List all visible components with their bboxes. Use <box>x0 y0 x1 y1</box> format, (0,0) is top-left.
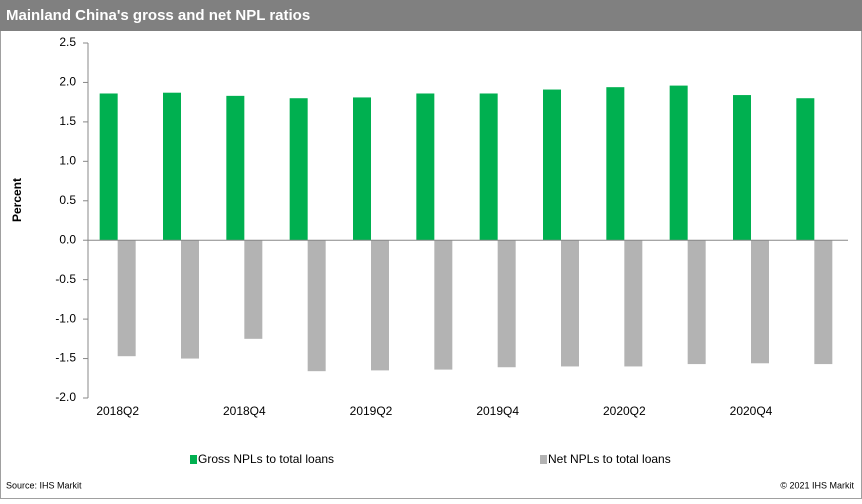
bar <box>99 93 118 241</box>
bar <box>624 240 643 367</box>
bar <box>796 98 815 241</box>
x-tick-label: 2019Q4 <box>476 404 519 418</box>
y-axis-label: Percent <box>10 178 24 222</box>
chart-title: Mainland China's gross and net NPL ratio… <box>6 7 310 24</box>
title-bar <box>0 0 862 31</box>
bar <box>181 240 199 359</box>
bar <box>733 95 751 241</box>
legend-swatch <box>540 455 547 464</box>
x-tick-label: 2019Q2 <box>350 404 393 418</box>
y-tick-label: 0.5 <box>59 193 76 207</box>
y-tick-label: -1.5 <box>55 351 76 365</box>
x-tick-label: 2018Q4 <box>223 404 266 418</box>
bar <box>543 89 561 241</box>
y-tick-label: -1.0 <box>55 311 76 325</box>
bar <box>163 92 181 241</box>
y-tick-label: 1.0 <box>59 154 76 168</box>
y-tick-label: 0.0 <box>59 232 76 246</box>
bar <box>669 85 688 241</box>
bar <box>479 93 498 241</box>
bar <box>434 240 453 370</box>
bar <box>226 95 245 241</box>
y-tick-label: -2.0 <box>55 390 76 404</box>
bar <box>353 97 371 241</box>
bar <box>814 240 833 365</box>
bar <box>561 240 579 367</box>
legend-swatch <box>190 455 197 464</box>
x-tick-label: 2018Q2 <box>96 404 139 418</box>
bar <box>751 240 769 364</box>
bar <box>289 98 308 241</box>
bar <box>416 93 435 241</box>
copyright: © 2021 IHS Markit <box>780 480 854 490</box>
y-tick-label: -0.5 <box>55 272 76 286</box>
bar <box>687 240 706 365</box>
bar <box>371 240 389 371</box>
y-tick-label: 2.0 <box>59 75 76 89</box>
bar <box>244 240 263 339</box>
bar <box>606 87 625 241</box>
x-tick-label: 2020Q2 <box>603 404 646 418</box>
bar <box>497 240 516 368</box>
legend-label: Net NPLs to total loans <box>548 452 671 466</box>
bar <box>307 240 326 372</box>
legend-label: Gross NPLs to total loans <box>198 452 334 466</box>
source: Source: IHS Markit <box>6 480 82 490</box>
x-tick-label: 2020Q4 <box>730 404 773 418</box>
bar <box>117 240 136 357</box>
y-tick-label: 2.5 <box>59 35 76 49</box>
y-tick-label: 1.5 <box>59 114 76 128</box>
